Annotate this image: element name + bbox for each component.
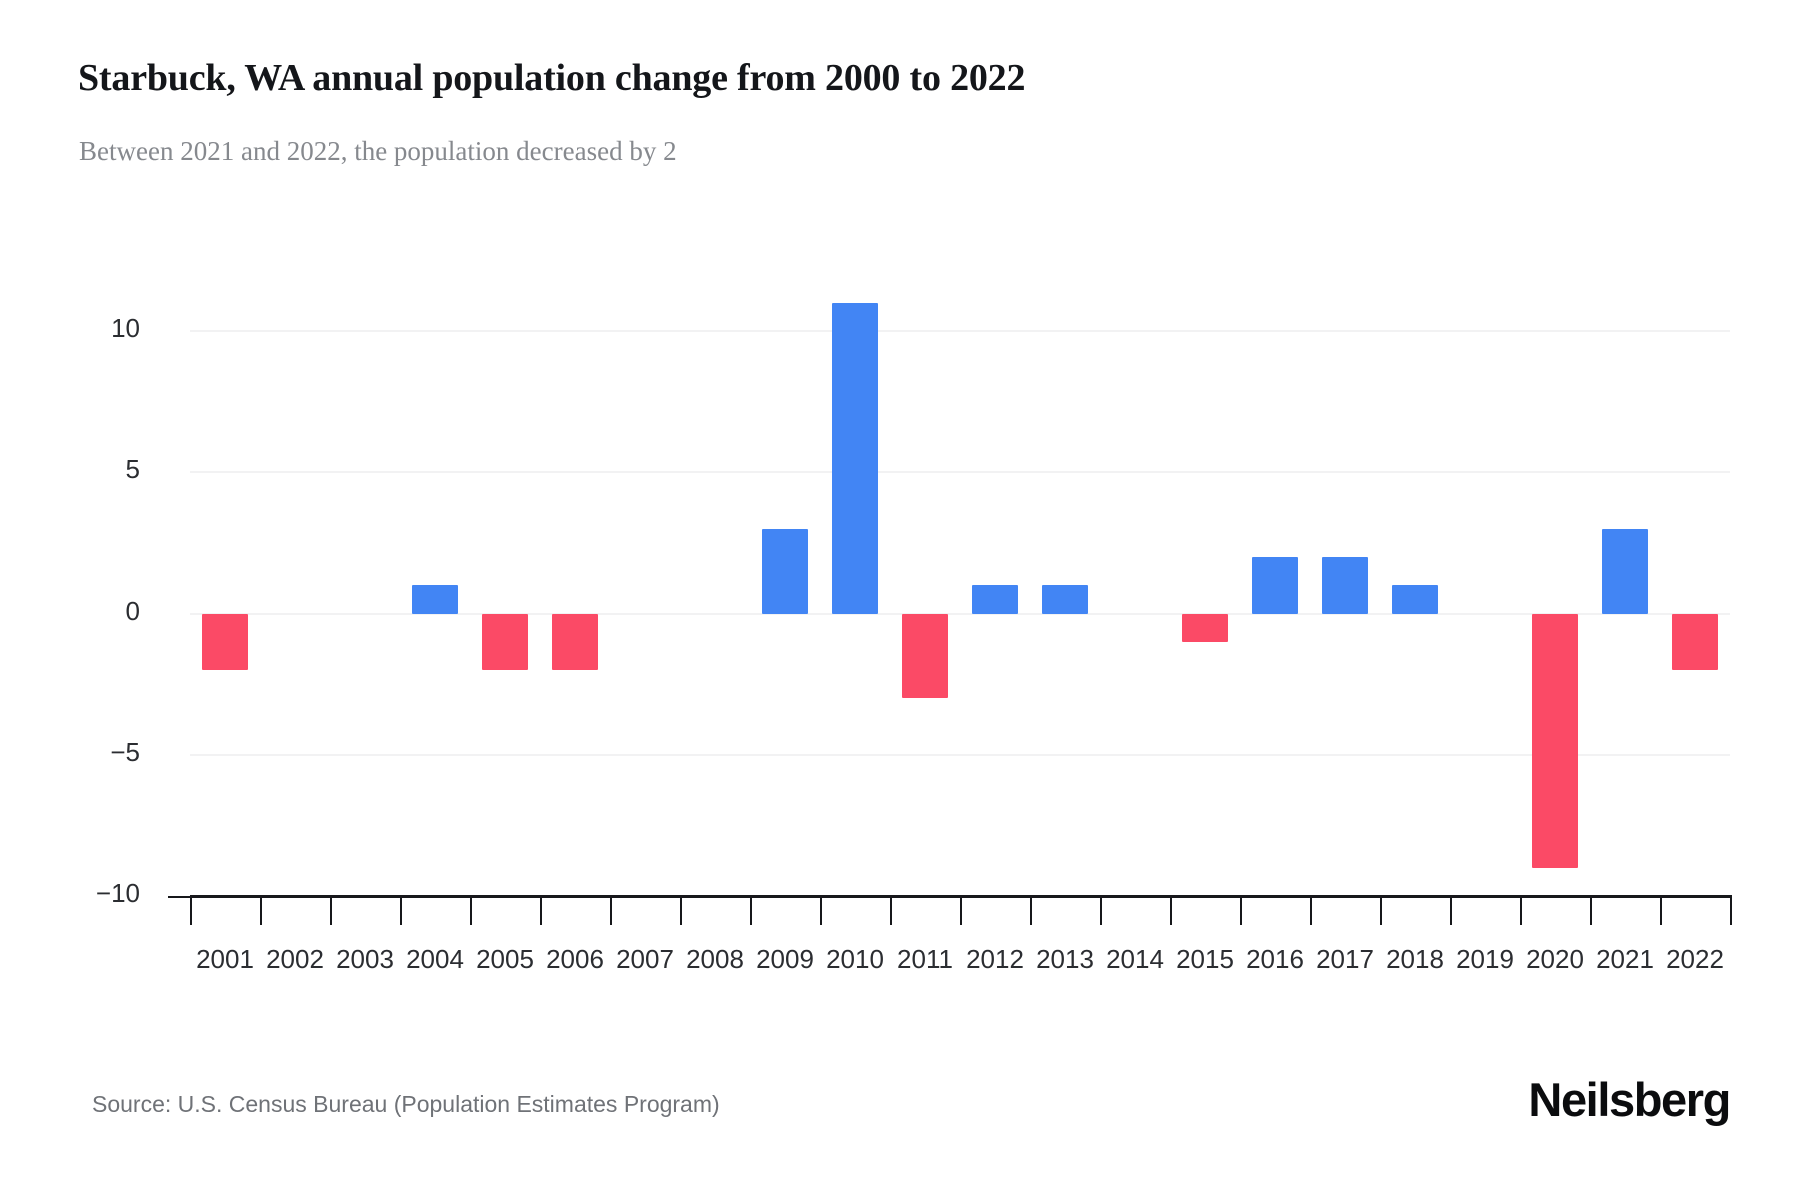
x-tick-label-2012: 2012 — [966, 944, 1024, 974]
bar-2004[interactable] — [411, 585, 459, 614]
x-tick-label-2017: 2017 — [1316, 944, 1374, 974]
x-tick-label-2013: 2013 — [1036, 944, 1094, 974]
y-tick-label: 5 — [125, 454, 140, 485]
y-tick-label: 10 — [111, 313, 140, 343]
x-axis-tick — [1100, 897, 1102, 925]
x-axis-tick — [1380, 897, 1382, 925]
x-axis-tick — [470, 897, 472, 925]
gridline — [190, 471, 1730, 474]
gridline — [190, 753, 1730, 756]
x-axis-tick — [1520, 897, 1522, 925]
x-tick-label-2009: 2009 — [756, 944, 814, 974]
x-tick-label-2004: 2004 — [406, 944, 464, 974]
x-axis-tick — [890, 897, 892, 925]
x-axis-tick — [330, 897, 332, 925]
x-tick-label-2019: 2019 — [1456, 944, 1514, 974]
bar-2012[interactable] — [971, 585, 1019, 614]
x-tick-label-2007: 2007 — [616, 944, 674, 974]
plot-area — [190, 302, 1730, 897]
bar-2020[interactable] — [1531, 613, 1579, 868]
x-tick-label-2020: 2020 — [1526, 944, 1584, 974]
x-tick-label-2005: 2005 — [476, 944, 534, 974]
x-axis-tick — [400, 897, 402, 925]
x-tick-label-2015: 2015 — [1176, 944, 1234, 974]
bar-2017[interactable] — [1321, 557, 1369, 614]
zero-line — [190, 612, 1730, 615]
x-tick-label-2003: 2003 — [336, 944, 394, 974]
x-tick-label-2001: 2001 — [196, 944, 254, 974]
x-axis-tick — [1170, 897, 1172, 925]
bar-2015[interactable] — [1181, 613, 1229, 642]
page-subtitle: Between 2021 and 2022, the population de… — [79, 136, 677, 166]
x-axis-tick — [680, 897, 682, 925]
x-axis-tick — [1310, 897, 1312, 925]
bar-2013[interactable] — [1041, 585, 1089, 614]
bar-2006[interactable] — [551, 613, 599, 670]
x-tick-label-2010: 2010 — [826, 944, 884, 974]
x-tick-label-2018: 2018 — [1386, 944, 1444, 974]
bar-2010[interactable] — [831, 302, 879, 614]
x-axis-tick — [190, 897, 192, 925]
bar-2001[interactable] — [201, 613, 249, 670]
bar-2005[interactable] — [481, 613, 529, 670]
bar-2022[interactable] — [1671, 613, 1719, 670]
x-axis-tick — [1030, 897, 1032, 925]
x-axis-tick — [1590, 897, 1592, 925]
x-axis-tick — [1660, 897, 1662, 925]
y-axis-tick — [168, 896, 190, 898]
x-tick-label-2022: 2022 — [1666, 944, 1724, 974]
x-axis-line — [190, 895, 1732, 898]
x-axis-tick — [610, 897, 612, 925]
x-tick-label-2021: 2021 — [1596, 944, 1654, 974]
x-tick-label-2016: 2016 — [1246, 944, 1304, 974]
brand-logo: Neilsberg — [1528, 1073, 1731, 1126]
x-tick-label-2011: 2011 — [897, 944, 953, 974]
gridline — [190, 330, 1730, 332]
y-tick-label: 0 — [125, 595, 140, 626]
bar-2021[interactable] — [1601, 528, 1649, 614]
source-note: Source: U.S. Census Bureau (Population E… — [92, 1091, 720, 1117]
x-tick-label-2008: 2008 — [686, 944, 744, 974]
bar-2018[interactable] — [1391, 585, 1439, 614]
bar-2011[interactable] — [901, 613, 949, 699]
x-axis-tick — [1450, 897, 1452, 925]
bar-2009[interactable] — [761, 528, 809, 614]
bar-2016[interactable] — [1251, 557, 1299, 614]
x-axis-tick — [540, 897, 542, 925]
x-axis-tick — [960, 897, 962, 925]
x-axis-tick — [260, 897, 262, 925]
x-axis-tick — [820, 897, 822, 925]
x-tick-label-2014: 2014 — [1106, 944, 1164, 974]
y-tick-label: −10 — [95, 878, 140, 908]
page-title: Starbuck, WA annual population change fr… — [78, 57, 1026, 99]
x-tick-label-2006: 2006 — [546, 944, 604, 974]
x-axis-tick — [1730, 897, 1732, 925]
x-axis-tick — [1240, 897, 1242, 925]
x-tick-label-2002: 2002 — [266, 944, 324, 974]
x-axis-tick — [750, 897, 752, 925]
y-tick-label: −5 — [110, 736, 140, 767]
